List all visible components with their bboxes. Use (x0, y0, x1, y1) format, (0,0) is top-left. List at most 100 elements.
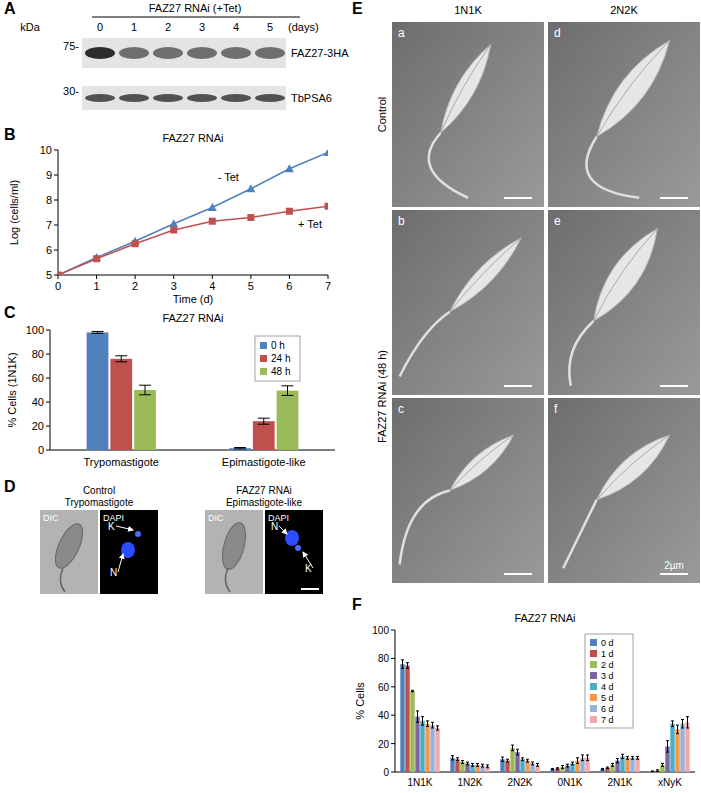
error-bar (416, 711, 419, 722)
scale-bar (660, 385, 688, 387)
channel-label: DIC (208, 513, 224, 523)
bar (87, 332, 109, 450)
bar (253, 421, 275, 450)
error-bar (526, 759, 529, 762)
lane-label: 5 (267, 21, 273, 33)
bar (625, 758, 629, 772)
error-bar (282, 386, 294, 396)
flagellum (400, 491, 450, 565)
x-tick-label: 4 (209, 280, 215, 292)
error-bar (431, 722, 434, 728)
error-bar (92, 331, 104, 333)
error-bar (631, 756, 634, 759)
scale-bar (504, 197, 532, 199)
pointer-label: K (108, 521, 115, 532)
blot-rule (92, 17, 300, 18)
error-bar (436, 726, 439, 730)
legend-swatch (590, 672, 597, 679)
micrograph-panel: ControlTrypomastigoteDICDAPIKNFAZ27 RNAi… (40, 485, 323, 594)
sem-image (548, 210, 700, 395)
blot-panel: FAZ27 RNAi (+Tet)kDa012345(days)75-FAZ27… (20, 2, 349, 110)
legend-swatch (590, 639, 597, 646)
error-bar (421, 717, 424, 726)
legend-swatch (260, 355, 267, 362)
y-tick (46, 330, 50, 331)
y-tick (54, 200, 58, 201)
y-tick (391, 630, 395, 631)
sem-image (548, 398, 700, 583)
bar (400, 664, 404, 772)
error-bar (471, 763, 474, 766)
bar (600, 769, 604, 772)
cell-fold (450, 435, 514, 491)
error-bar (676, 725, 679, 734)
blot-row-label: TbPSA6 (291, 92, 332, 104)
flagellum (225, 568, 230, 592)
panel-label: F (352, 596, 362, 613)
error-bar (651, 771, 654, 772)
error-bar (686, 717, 689, 728)
blot-band (153, 47, 183, 59)
error-bar (481, 764, 484, 767)
sem-column-title: 2N2K (610, 4, 638, 16)
sem-row-label: FAZ27 RNAi (48 h) (376, 350, 388, 443)
legend-label: 1 d (601, 649, 614, 659)
error-bar (521, 758, 524, 761)
y-axis-label: % Cells (354, 682, 366, 720)
category-label: 2N1K (607, 777, 632, 788)
bar (685, 722, 689, 772)
y-axis (58, 150, 59, 275)
x-tick (328, 275, 329, 279)
scale-bar (301, 588, 319, 590)
bar (635, 758, 639, 772)
image-letter: e (554, 214, 561, 228)
point (209, 218, 216, 225)
plot-area (400, 660, 689, 772)
error-bar (566, 764, 569, 767)
error-bar (456, 758, 459, 761)
bar (415, 717, 419, 772)
bar (680, 724, 684, 772)
x-axis-label: Time (d) (173, 293, 214, 305)
category-label: 1N2K (457, 777, 482, 788)
error-bar (621, 754, 624, 758)
x-tick (173, 275, 174, 279)
x-tick-label: 3 (171, 280, 177, 292)
blot-strip (82, 38, 286, 68)
x-tick-label: 1 (94, 280, 100, 292)
bar (229, 448, 251, 450)
flagellum (563, 500, 596, 568)
legend-box (255, 336, 300, 381)
panel-label: D (4, 478, 16, 495)
bar (410, 691, 414, 772)
mw-marker: 30- (63, 85, 79, 97)
y-axis (395, 630, 396, 772)
x-tick (289, 275, 290, 279)
error-bar (426, 721, 429, 727)
blot-row-label: FAZ27-3HA (291, 47, 349, 59)
legend-swatch (590, 650, 597, 657)
sem-image (392, 22, 544, 207)
y-tick-label: 40 (378, 710, 390, 721)
series-line (58, 206, 328, 275)
error-bar (516, 749, 519, 755)
y-tick (46, 402, 50, 403)
y-tick-label: 6 (46, 244, 52, 256)
cell (597, 41, 670, 137)
error-bar (476, 763, 479, 766)
cell (597, 435, 670, 500)
chart-title: FAZ27 RNAi (514, 612, 575, 624)
bar (675, 729, 679, 772)
error-bar (536, 763, 539, 766)
scale-bar (660, 197, 688, 199)
error-bar (611, 763, 614, 766)
y-tick (46, 426, 50, 427)
micrograph-subtitle: Epimastigote-like (226, 497, 303, 508)
bar-chart: 020406080100% CellsFAZ27 RNAi1N1K1N2K2N2… (354, 612, 695, 788)
point (324, 150, 329, 156)
image-letter: f (554, 402, 558, 416)
legend-label: 24 h (271, 353, 290, 364)
error-bar (139, 385, 151, 395)
y-tick (54, 275, 58, 276)
flagellum (60, 568, 65, 592)
